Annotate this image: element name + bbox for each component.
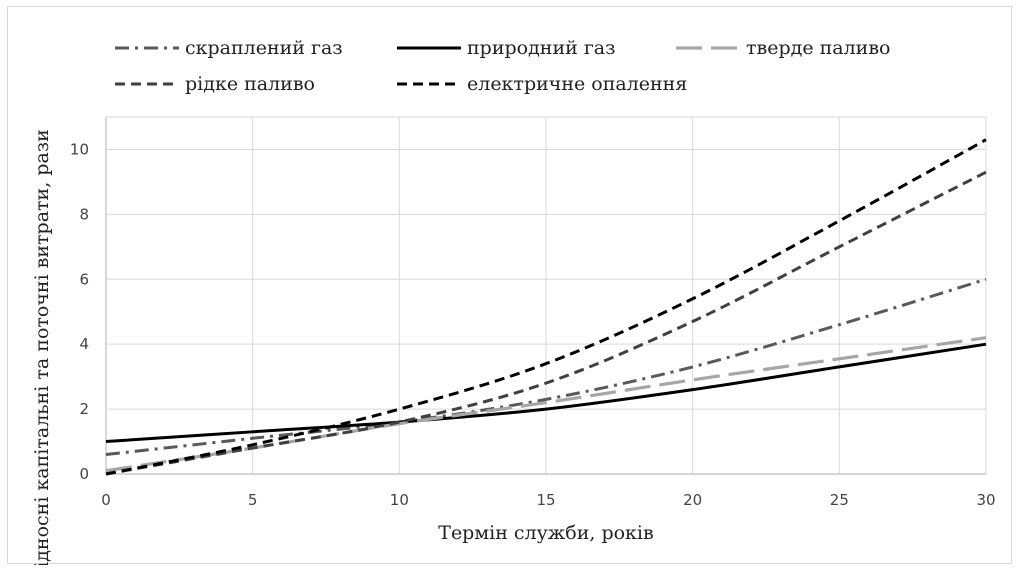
axis-layer: 0 5 10 15 20 25 30 0 2 4 6 8 10 bbox=[70, 117, 996, 509]
legend-label-5: електричне опалення bbox=[467, 73, 687, 95]
series-line-5 bbox=[105, 138, 987, 476]
legend-label-3: тверде паливо bbox=[746, 37, 890, 59]
legend-label-4: рідке паливо bbox=[185, 73, 315, 95]
y-axis-title: Відносні капітальні та поточні витрати, … bbox=[31, 129, 53, 565]
y-tick-label: 2 bbox=[79, 400, 89, 418]
y-tick-label: 0 bbox=[79, 465, 89, 483]
chart-frame: 0 5 10 15 20 25 30 0 2 4 6 8 10 скраплений газ природ… bbox=[7, 6, 1012, 565]
x-tick-label: 20 bbox=[683, 491, 702, 509]
x-tick-label: 25 bbox=[830, 491, 849, 509]
y-tick-label: 10 bbox=[70, 140, 89, 158]
legend-label-2: природний газ bbox=[467, 37, 615, 59]
x-tick-label: 10 bbox=[390, 491, 409, 509]
grid-layer bbox=[106, 116, 987, 474]
x-tick-label: 15 bbox=[536, 491, 555, 509]
legend-label-1: скраплений газ bbox=[185, 37, 343, 59]
legend: скраплений газ природний газ тверде паливо… bbox=[115, 37, 890, 95]
series-line-2 bbox=[105, 342, 987, 444]
line-chart: 0 5 10 15 20 25 30 0 2 4 6 8 10 скраплений газ природ… bbox=[31, 37, 996, 565]
x-axis-title: Термін служби, років bbox=[438, 522, 653, 544]
x-tick-label: 5 bbox=[248, 491, 258, 509]
series-line-4 bbox=[105, 170, 987, 476]
x-tick-label: 30 bbox=[976, 491, 995, 509]
series-line-1 bbox=[105, 277, 987, 457]
y-tick-label: 8 bbox=[79, 205, 89, 223]
y-tick-label: 6 bbox=[79, 270, 89, 288]
series-layer bbox=[105, 138, 987, 476]
x-tick-label: 0 bbox=[101, 491, 111, 509]
y-tick-label: 4 bbox=[79, 335, 89, 353]
